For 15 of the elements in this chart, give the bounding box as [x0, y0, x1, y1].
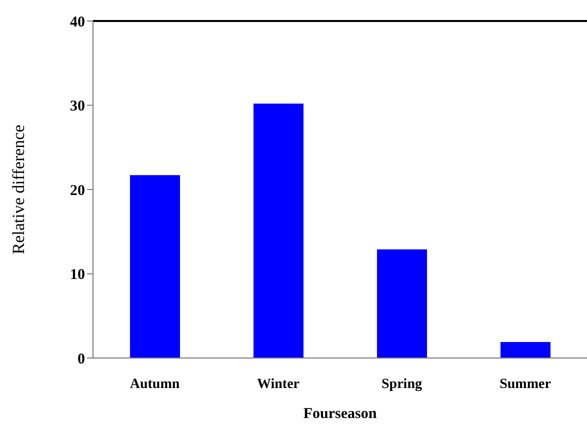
x-axis-title: Fourseason	[303, 406, 378, 422]
bar	[130, 175, 180, 358]
y-tick-label: 30	[70, 98, 85, 115]
bar	[254, 104, 304, 358]
x-tick-label: Autumn	[130, 376, 180, 392]
x-tick-label: Summer	[500, 376, 551, 392]
y-tick-label: 10	[70, 267, 85, 284]
y-tick-label: 40	[70, 14, 85, 30]
y-axis-title: Relative difference	[9, 124, 28, 254]
x-tick-label: Winter	[256, 376, 300, 392]
bar	[377, 249, 427, 358]
bar	[500, 342, 550, 358]
y-tick-label: 0	[78, 351, 85, 368]
x-tick-label: Spring	[382, 376, 422, 392]
y-tick-label: 20	[70, 182, 85, 199]
